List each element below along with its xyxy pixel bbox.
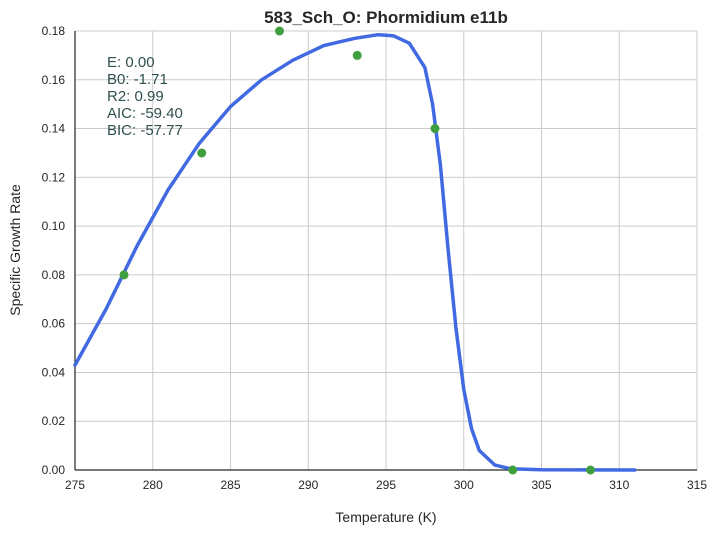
stat-bic: BIC: -57.77 [107,122,183,139]
y-tick-label: 0.16 [42,73,66,87]
stat-e: E: 0.00 [107,54,155,71]
y-tick-label: 0.18 [42,24,66,38]
stat-b0: B0: -1.71 [107,71,168,88]
grid [74,30,698,471]
y-tick-label: 0.10 [42,219,66,233]
x-tick-label: 280 [143,478,163,492]
data-point [585,465,595,475]
fit-curve [73,32,637,472]
fit-curve-group [73,32,637,472]
x-tick-label: 305 [531,478,551,492]
data-point [352,50,362,60]
stat-aic: AIC: -59.40 [107,105,183,122]
x-tick-label: 285 [220,478,240,492]
x-tick-label: 315 [687,478,707,492]
chart-title: 583_Sch_O: Phormidium e11b [264,8,508,27]
data-point [197,148,207,158]
stat-r2: R2: 0.99 [107,88,164,105]
x-tick-label: 290 [298,478,318,492]
y-axis-label: Specific Growth Rate [7,184,23,316]
data-point [508,465,518,475]
y-tick-label: 0.06 [42,317,66,331]
data-point [119,270,129,280]
x-tick-label: 310 [609,478,629,492]
data-point [274,26,284,36]
fit-stats: E: 0.00 B0: -1.71 R2: 0.99 AIC: -59.40 B… [107,54,183,139]
x-tick-label: 275 [65,478,85,492]
y-tick-labels: 0.00 0.02 0.04 0.06 0.08 0.10 0.12 0.14 0.16 0.18 [42,24,66,477]
y-tick-label: 0.04 [42,365,66,379]
y-tick-label: 0.08 [42,268,66,282]
x-axis-label: Temperature (K) [335,509,436,525]
y-tick-label: 0.02 [42,414,66,428]
data-points [119,26,595,475]
y-tick-label: 0.14 [42,122,66,136]
x-tick-label: 300 [454,478,474,492]
y-tick-label: 0.12 [42,170,66,184]
data-point [430,124,440,134]
y-tick-label: 0.00 [42,463,66,477]
x-tick-label: 295 [376,478,396,492]
x-tick-labels: 275 280 285 290 295 300 305 310 315 [65,478,707,492]
